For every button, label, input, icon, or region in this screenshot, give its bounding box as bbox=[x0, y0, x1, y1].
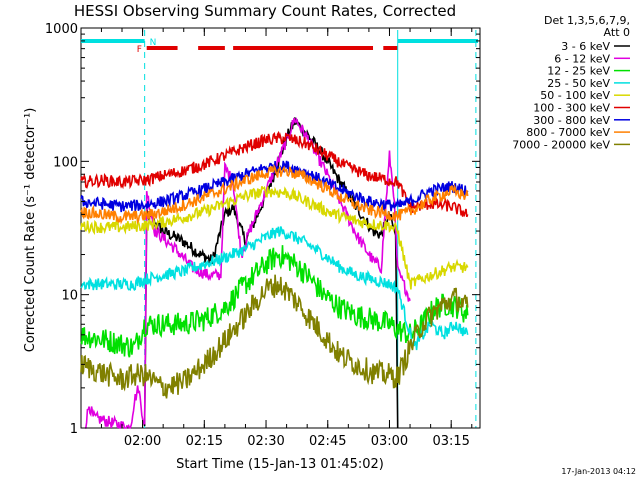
y-tick-label: 1 bbox=[70, 422, 78, 437]
flare-flag-label: F bbox=[137, 45, 142, 55]
legend-header: Att 0 bbox=[604, 26, 630, 39]
legend-entry-label: 6 - 12 keV bbox=[554, 52, 610, 65]
flag-bars: NF bbox=[81, 38, 478, 55]
series-line-25to50keV-kev bbox=[80, 226, 469, 351]
y-axis: 1 10 100 1000 bbox=[45, 22, 480, 437]
series-line-7000to20000keV-kev bbox=[80, 274, 469, 399]
legend-entry-label: 800 - 7000 keV bbox=[526, 126, 610, 139]
series-line-6to12keV-kev bbox=[85, 117, 411, 429]
series-layer bbox=[80, 117, 469, 429]
x-tick-label: 02:00 bbox=[124, 434, 161, 449]
y-tick-label: 100 bbox=[53, 155, 78, 170]
legend-entry-label: 50 - 100 keV bbox=[540, 89, 610, 102]
series-line-100to300keV-kev bbox=[80, 130, 469, 218]
x-axis: 02:00 02:15 02:30 02:45 03:00 03:15 bbox=[100, 28, 473, 449]
legend-header: Det 1,3,5,6,7,9, bbox=[544, 14, 630, 27]
x-tick-label: 03:15 bbox=[432, 434, 469, 449]
series-line-12to25keV-kev bbox=[80, 245, 469, 358]
footer-timestamp: 17-Jan-2013 04:12 bbox=[561, 467, 636, 476]
legend-entry-label: 100 - 300 keV bbox=[533, 102, 610, 115]
series-line-800to7000keV-kev bbox=[80, 163, 469, 225]
legend-entry-label: 7000 - 20000 keV bbox=[512, 138, 610, 151]
legend-entry-label: 300 - 800 keV bbox=[533, 114, 610, 127]
night-flag-label: N bbox=[150, 38, 157, 48]
legend-entry-label: 25 - 50 keV bbox=[547, 77, 610, 90]
x-tick-label: 02:45 bbox=[309, 434, 346, 449]
chart-title: HESSI Observing Summary Count Rates, Cor… bbox=[74, 2, 456, 20]
x-tick-label: 02:30 bbox=[247, 434, 284, 449]
y-axis-label: Corrected Count Rate (s⁻¹ detector⁻¹) bbox=[23, 108, 38, 353]
x-tick-label: 02:15 bbox=[186, 434, 223, 449]
legend-entry-label: 3 - 6 keV bbox=[561, 40, 610, 53]
series-line-50to100keV-kev bbox=[80, 185, 469, 290]
legend-entry-label: 12 - 25 keV bbox=[547, 65, 610, 78]
y-tick-label: 10 bbox=[61, 289, 78, 304]
x-tick-label: 03:00 bbox=[371, 434, 408, 449]
y-tick-label: 1000 bbox=[45, 22, 78, 37]
x-axis-label: Start Time (15-Jan-13 01:45:02) bbox=[176, 457, 384, 472]
